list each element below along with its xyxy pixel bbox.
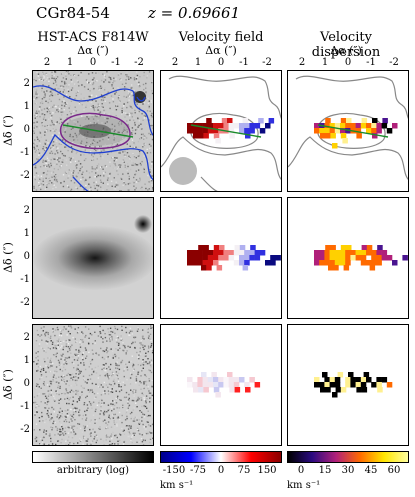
x-axis-label-velocity: Δα (″) bbox=[205, 44, 237, 57]
colorbar-velocity bbox=[160, 451, 282, 463]
y-tick-label: 1 bbox=[23, 355, 30, 366]
y-axis-label: Δδ (″) bbox=[1, 242, 15, 273]
x-tick-label: 1 bbox=[321, 57, 329, 68]
column-title-velocity: Velocity field bbox=[178, 30, 264, 45]
colorbar-tick-label: 150 bbox=[257, 465, 277, 476]
y-axis-label: Δδ (″) bbox=[1, 369, 15, 400]
x-tick-label: 0 bbox=[217, 57, 225, 68]
velocity-map-row1 bbox=[161, 75, 281, 191]
x-tick-label: 1 bbox=[66, 57, 74, 68]
hst-image-panel-row1 bbox=[32, 70, 154, 192]
y-tick-label: -2 bbox=[20, 297, 30, 308]
object-name: CGr84-54 bbox=[36, 4, 110, 22]
y-tick-label: 1 bbox=[23, 228, 30, 239]
colorbar-tick-label: -75 bbox=[189, 465, 207, 476]
colorbar-label-intensity: arbitrary (log) bbox=[56, 465, 130, 476]
colorbar-intensity bbox=[32, 451, 154, 463]
y-tick-label: 2 bbox=[23, 205, 30, 216]
residual-image-row3 bbox=[33, 325, 153, 445]
y-tick-label: -2 bbox=[20, 424, 30, 435]
colorbar-tick-label: 0 bbox=[297, 465, 305, 476]
colorbar-tick-label: -150 bbox=[162, 465, 186, 476]
column-title-hst: HST-ACS F814W bbox=[37, 30, 149, 45]
x-tick-label: -2 bbox=[262, 57, 272, 68]
x-tick-label: -1 bbox=[366, 57, 376, 68]
colorbar-tick-label: 0 bbox=[217, 465, 225, 476]
velocity-panel-row3 bbox=[160, 324, 282, 446]
x-tick-label: 0 bbox=[344, 57, 352, 68]
velocity-panel-row1 bbox=[160, 70, 282, 192]
x-axis-label-dispersion: Δα (″) bbox=[330, 44, 362, 57]
x-axis-label-hst: Δα (″) bbox=[77, 44, 109, 57]
x-tick-label: 2 bbox=[43, 57, 51, 68]
x-tick-label: -2 bbox=[134, 57, 144, 68]
y-tick-label: -1 bbox=[20, 147, 30, 158]
velocity-residual-row3 bbox=[187, 372, 261, 398]
colorbar-label-velocity: km s⁻¹ bbox=[160, 480, 194, 491]
y-tick-label: 0 bbox=[23, 378, 30, 389]
y-tick-label: 2 bbox=[23, 78, 30, 89]
colorbar-tick-label: 30 bbox=[341, 465, 355, 476]
x-tick-label: -1 bbox=[111, 57, 121, 68]
x-tick-label: 2 bbox=[171, 57, 179, 68]
y-tick-label: 0 bbox=[23, 124, 30, 135]
residual-image-panel-row3 bbox=[32, 324, 154, 446]
y-tick-label: 0 bbox=[23, 251, 30, 262]
colorbar-tick-label: 60 bbox=[387, 465, 401, 476]
model-image-row2 bbox=[33, 198, 153, 318]
dispersion-residual-row3 bbox=[314, 372, 393, 398]
dispersion-map-row1 bbox=[288, 75, 408, 180]
y-tick-label: -1 bbox=[20, 274, 30, 285]
y-tick-label: 1 bbox=[23, 101, 30, 112]
x-tick-label: -2 bbox=[389, 57, 399, 68]
velocity-panel-row2 bbox=[160, 197, 282, 319]
y-tick-label: -1 bbox=[20, 401, 30, 412]
column-title-dispersion: Velocity dispersion bbox=[311, 30, 381, 60]
model-image-panel-row2 bbox=[32, 197, 154, 319]
x-tick-label: 1 bbox=[194, 57, 202, 68]
y-tick-label: 2 bbox=[23, 332, 30, 343]
colorbar-tick-label: 15 bbox=[318, 465, 332, 476]
colorbar-tick-label: 75 bbox=[237, 465, 251, 476]
x-tick-label: 2 bbox=[298, 57, 306, 68]
redshift-label: z = 0.69661 bbox=[148, 4, 241, 22]
y-axis-label: Δδ (″) bbox=[1, 115, 15, 146]
colorbar-label-dispersion: km s⁻¹ bbox=[287, 480, 321, 491]
x-tick-label: 0 bbox=[89, 57, 97, 68]
y-tick-label: -2 bbox=[20, 170, 30, 181]
dispersion-model-row2 bbox=[314, 245, 408, 271]
dispersion-panel-row2 bbox=[287, 197, 409, 319]
colorbar-tick-label: 45 bbox=[364, 465, 378, 476]
velocity-model-row2 bbox=[187, 245, 281, 271]
colorbar-dispersion bbox=[287, 451, 409, 463]
x-tick-label: -1 bbox=[239, 57, 249, 68]
dispersion-panel-row3 bbox=[287, 324, 409, 446]
dispersion-panel-row1 bbox=[287, 70, 409, 192]
hst-image-row1 bbox=[33, 71, 153, 191]
